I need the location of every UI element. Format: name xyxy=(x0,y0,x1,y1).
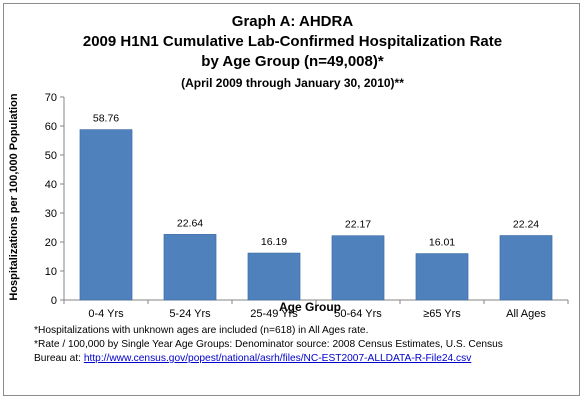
data-label: 22.17 xyxy=(345,219,371,231)
y-axis-title-text: Hospitalizations per 100,000 Population xyxy=(8,93,20,301)
y-tick-label: 0 xyxy=(51,295,57,307)
y-axis-title: Hospitalizations per 100,000 Population xyxy=(6,92,22,302)
bar xyxy=(163,234,217,301)
footnote-bureau-prefix: Bureau at: xyxy=(34,353,84,364)
data-label: 16.19 xyxy=(261,236,287,248)
footnote-unknown-ages: *Hospitalizations with unknown ages are … xyxy=(34,325,369,336)
title-line-1: Graph A: AHDRA xyxy=(231,13,354,30)
x-tick-label: 50-64 Yrs xyxy=(334,308,382,320)
data-label: 58.76 xyxy=(93,113,119,125)
x-tick-label: All Ages xyxy=(506,308,546,320)
x-tick-label: ≥65 Yrs xyxy=(423,308,461,320)
chart-title: Graph A: AHDRA 2009 H1N1 Cumulative Lab-… xyxy=(0,12,585,92)
data-label: 22.24 xyxy=(513,219,539,231)
x-axis-title: Age Group xyxy=(279,300,341,314)
bar xyxy=(499,235,553,301)
footnote-bureau-line: Bureau at: http://www.census.gov/popest/… xyxy=(34,352,554,366)
y-tick-label: 60 xyxy=(45,121,57,133)
title-line-4: (April 2009 through January 30, 2010)** xyxy=(181,76,404,90)
bar xyxy=(247,252,301,301)
y-tick-label: 40 xyxy=(45,179,57,191)
census-source-link[interactable]: http://www.census.gov/popest/national/as… xyxy=(83,353,472,364)
y-tick-label: 50 xyxy=(45,150,57,162)
footnote-rate-source: *Rate / 100,000 by Single Year Age Group… xyxy=(34,339,503,350)
y-tick-label: 20 xyxy=(45,237,57,249)
bar xyxy=(331,235,385,301)
y-tick-label: 10 xyxy=(45,266,57,278)
y-tick-label: 30 xyxy=(45,208,57,220)
title-line-2: 2009 H1N1 Cumulative Lab-Confirmed Hospi… xyxy=(82,33,503,50)
data-label: 16.01 xyxy=(429,237,455,249)
title-line-3: by Age Group (n=49,008)* xyxy=(201,53,384,70)
x-tick-label: 0-4 Yrs xyxy=(88,308,124,320)
footnotes: *Hospitalizations with unknown ages are … xyxy=(34,324,554,366)
bar xyxy=(79,129,133,301)
y-tick-label: 70 xyxy=(45,92,57,104)
x-tick-label: 5-24 Yrs xyxy=(169,308,211,320)
bar xyxy=(415,253,469,301)
x-tick-label: 25-49 Yrs xyxy=(250,308,298,320)
data-label: 22.64 xyxy=(177,217,203,229)
